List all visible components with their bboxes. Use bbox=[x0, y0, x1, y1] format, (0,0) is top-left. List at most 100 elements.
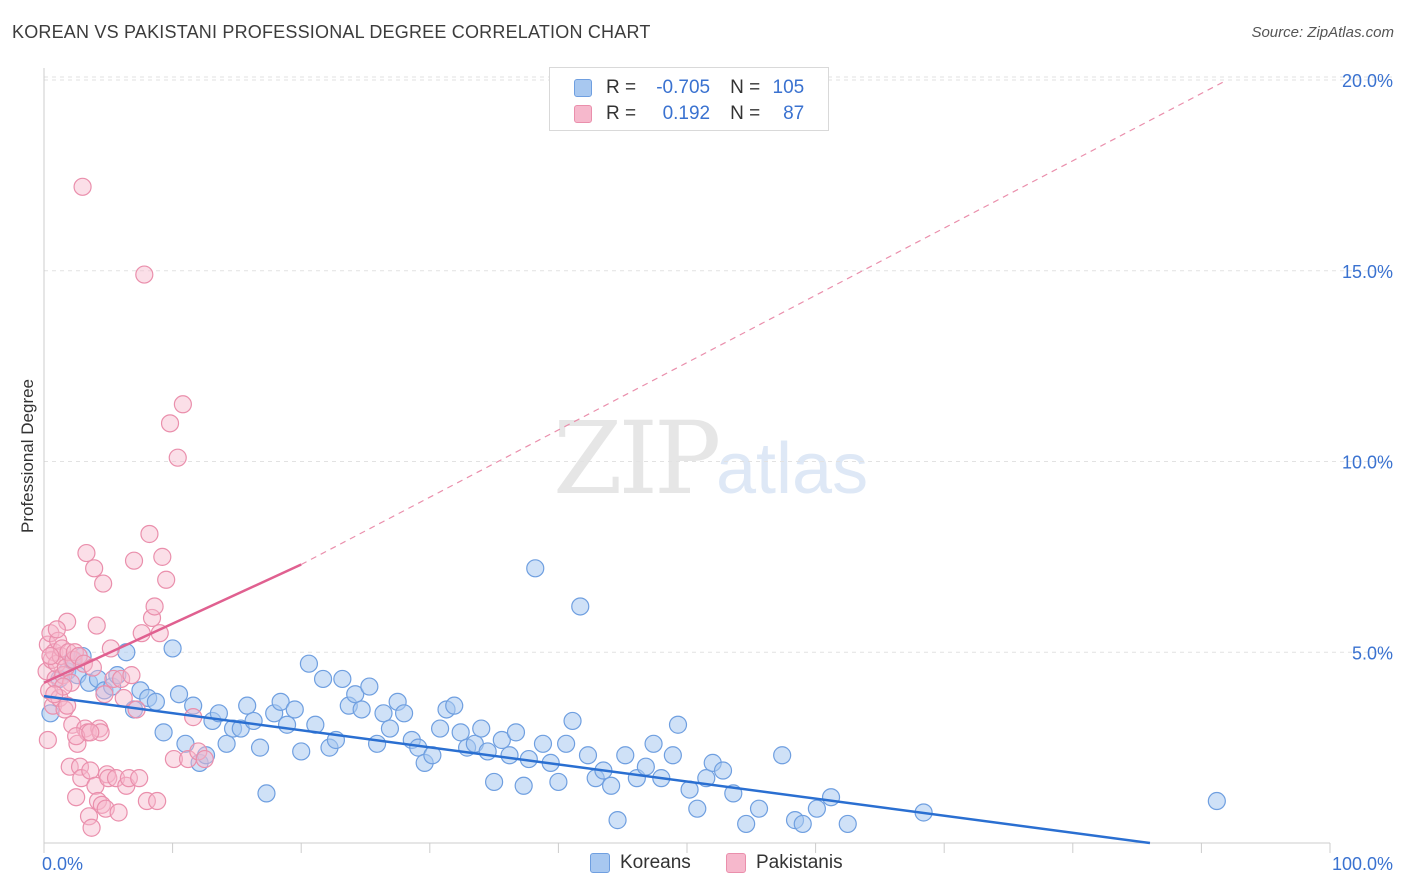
korean-point bbox=[293, 743, 310, 760]
korean-point bbox=[171, 686, 188, 703]
korean-point bbox=[689, 800, 706, 817]
korean-point bbox=[664, 747, 681, 764]
korean-point bbox=[645, 735, 662, 752]
korean-point bbox=[564, 712, 581, 729]
y-tick-label: 10.0% bbox=[1342, 453, 1393, 473]
korean-point bbox=[550, 773, 567, 790]
korean-point bbox=[396, 705, 413, 722]
korean-point bbox=[155, 724, 172, 741]
korean-point bbox=[738, 815, 755, 832]
korean-point bbox=[603, 777, 620, 794]
pakistani-point bbox=[42, 648, 59, 665]
pakistani-trendline-dashed bbox=[301, 80, 1227, 565]
korean-point bbox=[432, 720, 449, 737]
legend-r-label: R = bbox=[606, 77, 636, 99]
pakistani-point bbox=[96, 686, 113, 703]
korean-point bbox=[286, 701, 303, 718]
pakistani-point bbox=[95, 575, 112, 592]
correlation-legend: R = -0.705 N = 105 R = 0.192 N = 87 bbox=[549, 67, 829, 131]
korean-point bbox=[452, 724, 469, 741]
legend-n-value: 87 bbox=[768, 103, 804, 125]
pakistani-swatch bbox=[726, 853, 746, 873]
korean-point bbox=[258, 785, 275, 802]
pakistani-point bbox=[136, 266, 153, 283]
pakistani-point bbox=[126, 552, 143, 569]
korean-points bbox=[42, 560, 1225, 833]
gridlines bbox=[44, 77, 1395, 652]
pakistani-point bbox=[158, 571, 175, 588]
korean-point bbox=[473, 720, 490, 737]
korean-point bbox=[669, 716, 686, 733]
legend-r-value: 0.192 bbox=[644, 103, 710, 125]
pakistani-point bbox=[88, 617, 105, 634]
y-tick-label: 20.0% bbox=[1342, 71, 1393, 91]
korean-point bbox=[353, 701, 370, 718]
y-tick-label: 5.0% bbox=[1352, 643, 1393, 663]
korean-point bbox=[369, 735, 386, 752]
pakistani-point bbox=[162, 415, 179, 432]
pakistani-point bbox=[131, 770, 148, 787]
korean-point bbox=[239, 697, 256, 714]
pakistani-point bbox=[78, 545, 95, 562]
korean-point bbox=[479, 743, 496, 760]
korean-point bbox=[715, 762, 732, 779]
korean-point bbox=[501, 747, 518, 764]
korean-point bbox=[515, 777, 532, 794]
korean-point bbox=[579, 747, 596, 764]
pakistani-point bbox=[123, 667, 140, 684]
korean-point bbox=[823, 789, 840, 806]
korean-point bbox=[164, 640, 181, 657]
legend-r-value: -0.705 bbox=[644, 77, 710, 99]
pakistani-point bbox=[169, 449, 186, 466]
pakistani-point bbox=[146, 598, 163, 615]
korean-point bbox=[315, 670, 332, 687]
pakistani-point bbox=[174, 396, 191, 413]
korean-point bbox=[361, 678, 378, 695]
legend-item-koreans[interactable]: Koreans bbox=[590, 852, 691, 874]
pakistani-point bbox=[82, 724, 99, 741]
korean-point bbox=[375, 705, 392, 722]
legend-n-label: N = bbox=[730, 103, 760, 125]
pakistani-point bbox=[74, 178, 91, 195]
korean-point bbox=[609, 812, 626, 829]
pakistani-point bbox=[154, 548, 171, 565]
korean-point bbox=[794, 815, 811, 832]
pakistani-point bbox=[68, 789, 85, 806]
legend-n-label: N = bbox=[730, 77, 760, 99]
korean-point bbox=[218, 735, 235, 752]
korean-point bbox=[1208, 793, 1225, 810]
pakistani-point bbox=[86, 560, 103, 577]
korean-point bbox=[334, 670, 351, 687]
tick-labels: 20.0% 15.0% 10.0% 5.0% 0.0% 100.0% bbox=[42, 71, 1393, 874]
pakistani-point bbox=[82, 762, 99, 779]
korean-swatch bbox=[574, 79, 592, 97]
legend-row-koreans: R = -0.705 N = 105 bbox=[574, 75, 804, 101]
korean-swatch bbox=[590, 853, 610, 873]
pakistani-point bbox=[48, 621, 65, 638]
korean-point bbox=[839, 815, 856, 832]
korean-point bbox=[534, 735, 551, 752]
korean-point bbox=[527, 560, 544, 577]
korean-point bbox=[252, 739, 269, 756]
korean-trendline bbox=[44, 696, 1150, 843]
series-legend: Koreans Pakistanis bbox=[0, 852, 1406, 878]
pakistani-point bbox=[149, 793, 166, 810]
legend-item-pakistanis[interactable]: Pakistanis bbox=[726, 852, 843, 874]
legend-r-label: R = bbox=[606, 103, 636, 125]
pakistani-point bbox=[196, 751, 213, 768]
korean-trendline-segment bbox=[44, 696, 1150, 843]
pakistani-point bbox=[83, 819, 100, 836]
korean-point bbox=[617, 747, 634, 764]
pakistani-swatch bbox=[574, 105, 592, 123]
korean-point bbox=[751, 800, 768, 817]
legend-row-pakistanis: R = 0.192 N = 87 bbox=[574, 101, 804, 127]
korean-point bbox=[507, 724, 524, 741]
legend-label-pakistanis: Pakistanis bbox=[756, 852, 843, 874]
pakistani-point bbox=[141, 525, 158, 542]
y-tick-label: 15.0% bbox=[1342, 262, 1393, 282]
korean-point bbox=[558, 735, 575, 752]
legend-n-value: 105 bbox=[768, 77, 804, 99]
legend-label-koreans: Koreans bbox=[620, 852, 691, 874]
pakistani-point bbox=[39, 731, 56, 748]
scatter-plot: 20.0%15.0%10.0%5.0%0.0% 100.0% bbox=[0, 0, 1406, 892]
